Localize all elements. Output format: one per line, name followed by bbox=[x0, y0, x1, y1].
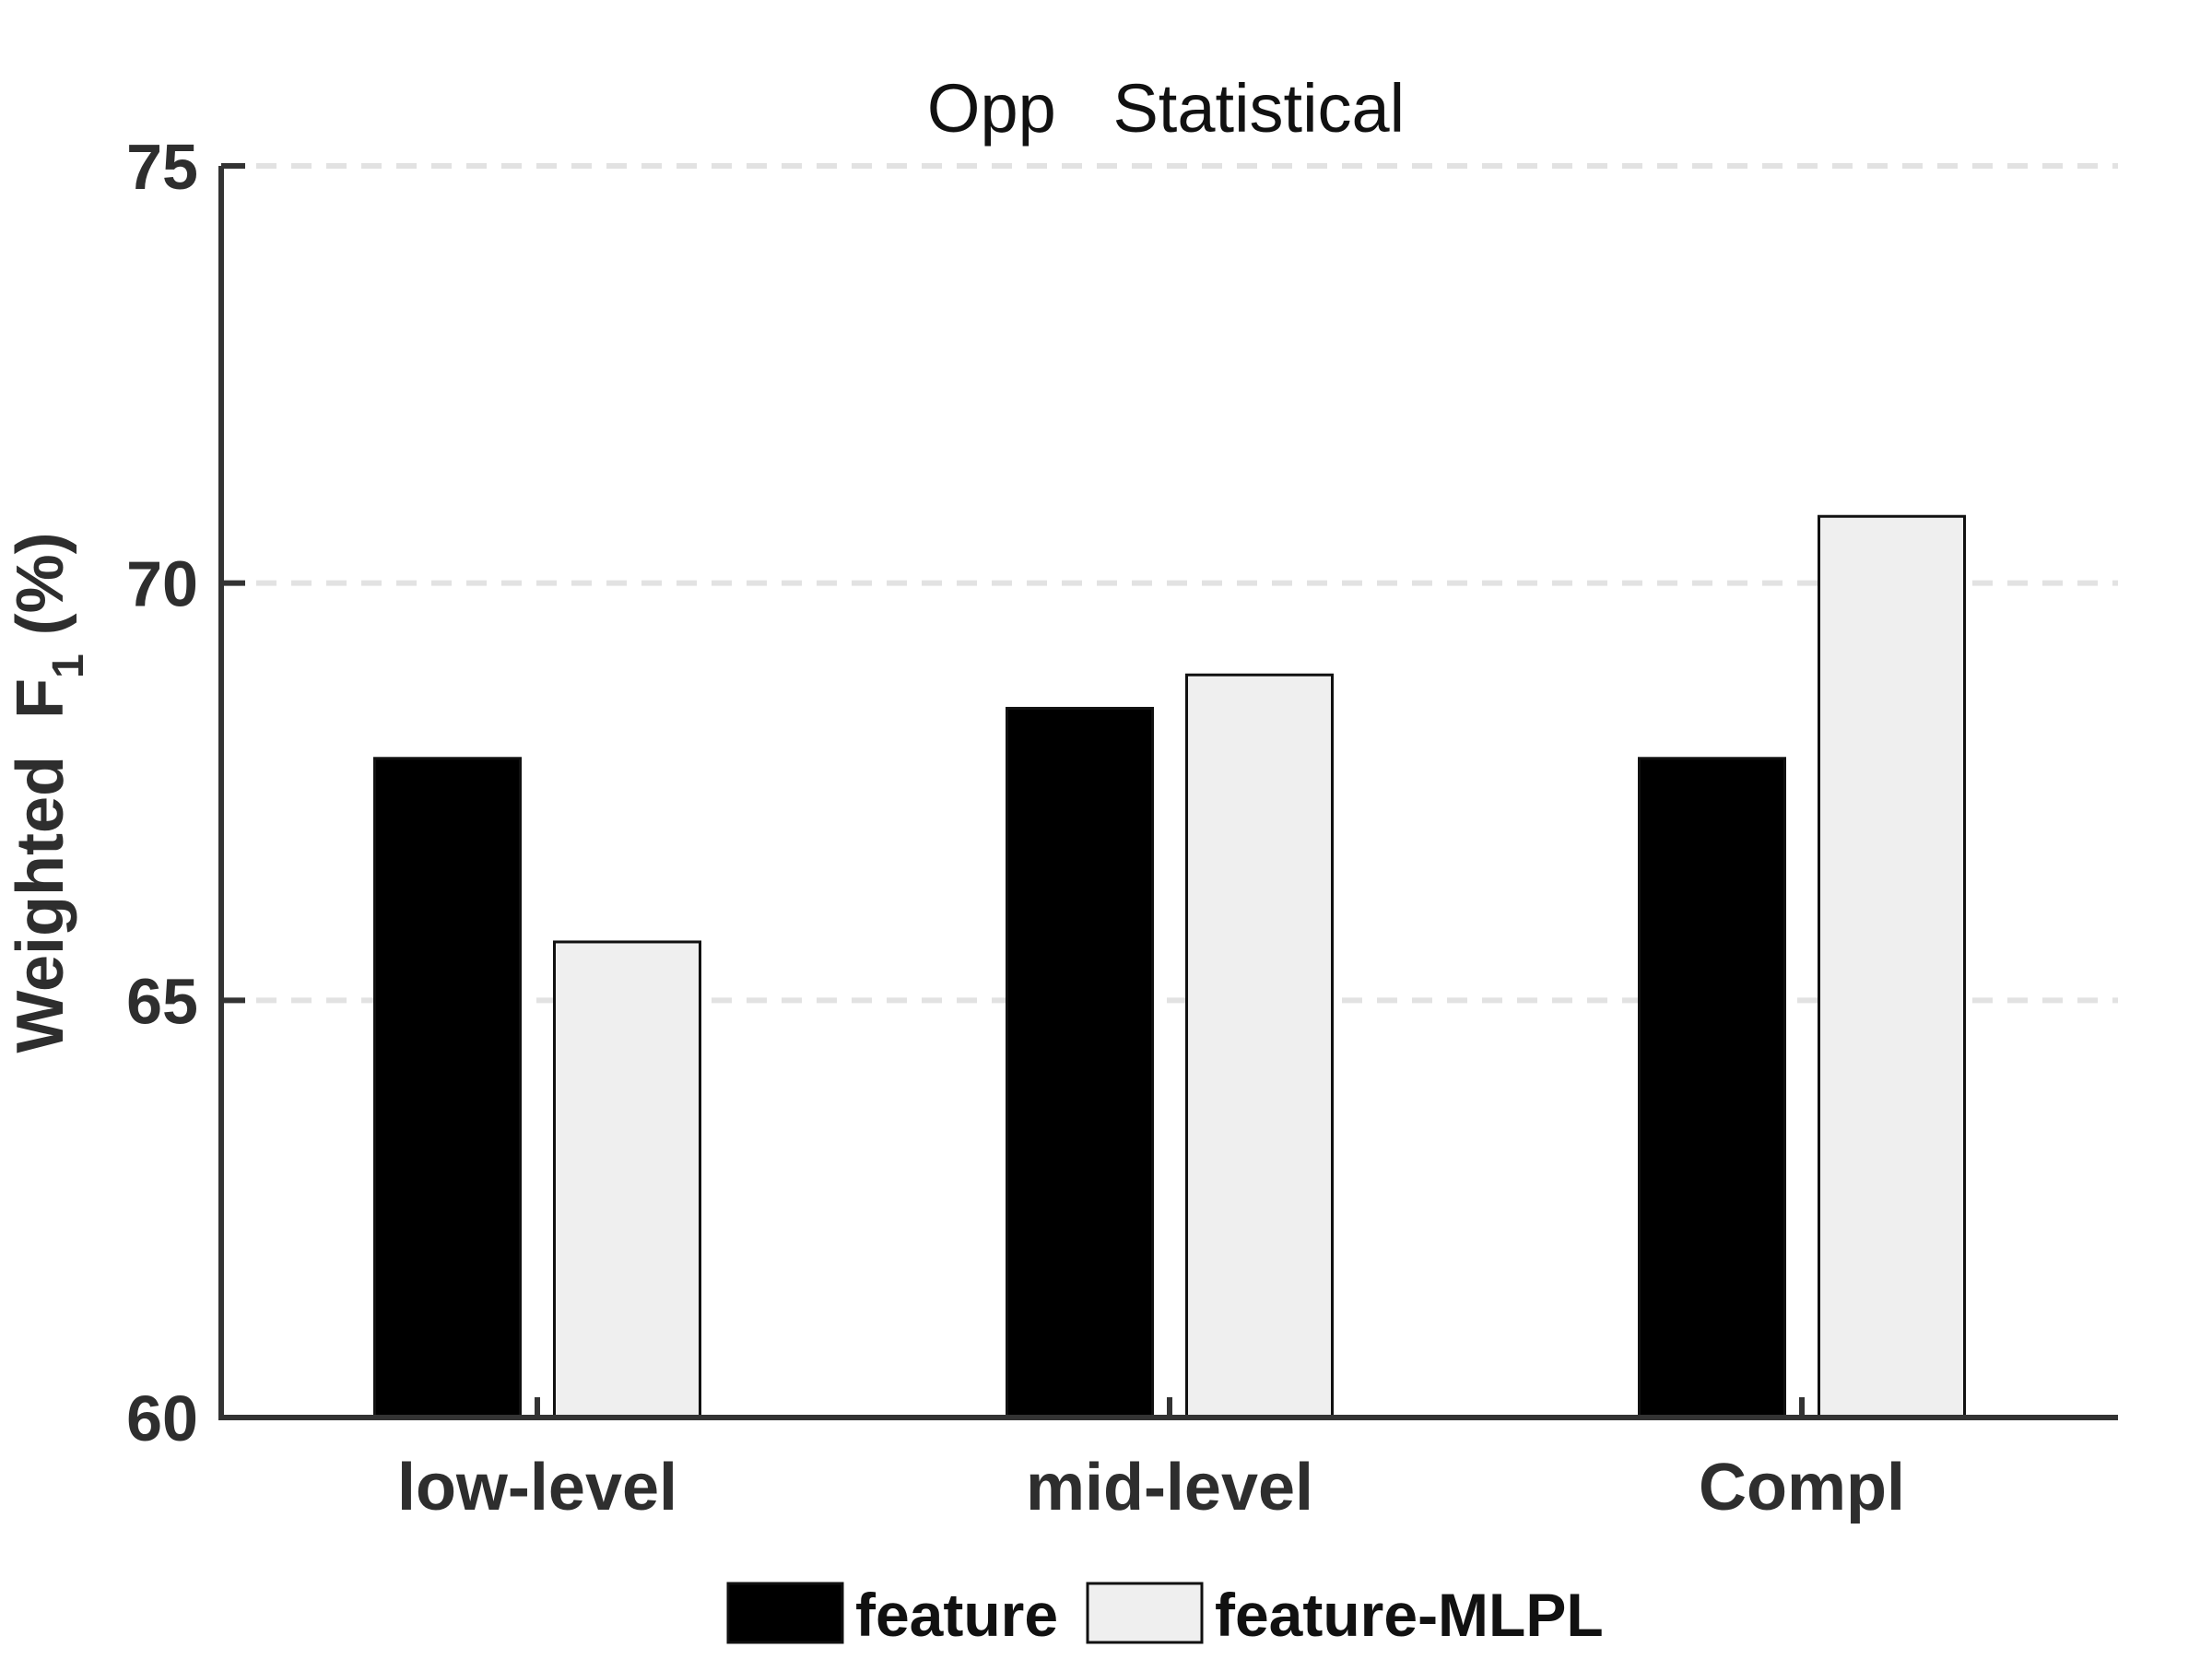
x-tick-labels: low-level mid-level Compl bbox=[397, 1451, 1905, 1524]
bars bbox=[373, 514, 1966, 1419]
y-axis-label-subscript: 1 bbox=[44, 653, 93, 678]
y-tick-labels: 60 65 70 75 bbox=[126, 131, 198, 1454]
legend-label-feature-MLPL: feature-MLPL bbox=[1215, 1581, 1604, 1649]
bar-feature-MLPL-mid-level bbox=[1185, 673, 1334, 1419]
x-tick-label: low-level bbox=[397, 1451, 677, 1524]
x-tick-label: mid-level bbox=[1026, 1451, 1313, 1524]
bar-feature-MLPL-Compl bbox=[1818, 514, 1966, 1419]
x-tick-label: Compl bbox=[1699, 1451, 1905, 1524]
bar-feature-mid-level bbox=[1006, 706, 1154, 1419]
legend-swatch-feature-MLPL bbox=[1086, 1582, 1204, 1644]
y-axis-label-unit: (%) bbox=[4, 532, 77, 635]
gridlines bbox=[221, 163, 2118, 1004]
legend-swatch-feature bbox=[726, 1582, 844, 1644]
axes bbox=[218, 163, 2118, 1420]
y-tick-label: 70 bbox=[126, 548, 198, 620]
legend: feature feature-MLPL bbox=[726, 1581, 1604, 1649]
bar-feature-MLPL-low-level bbox=[553, 940, 701, 1419]
chart-title: Opp Statistical bbox=[927, 70, 1405, 147]
bar-feature-low-level bbox=[373, 757, 522, 1419]
y-axis-label-main: Weighted F bbox=[4, 678, 77, 1053]
y-axis-label: Weighted F1 (%) bbox=[4, 532, 93, 1053]
legend-label-feature: feature bbox=[855, 1581, 1058, 1649]
y-tick-label: 75 bbox=[126, 131, 198, 203]
bar-feature-Compl bbox=[1638, 757, 1786, 1419]
y-tick-label: 60 bbox=[126, 1382, 198, 1454]
y-tick-label: 65 bbox=[126, 965, 198, 1037]
